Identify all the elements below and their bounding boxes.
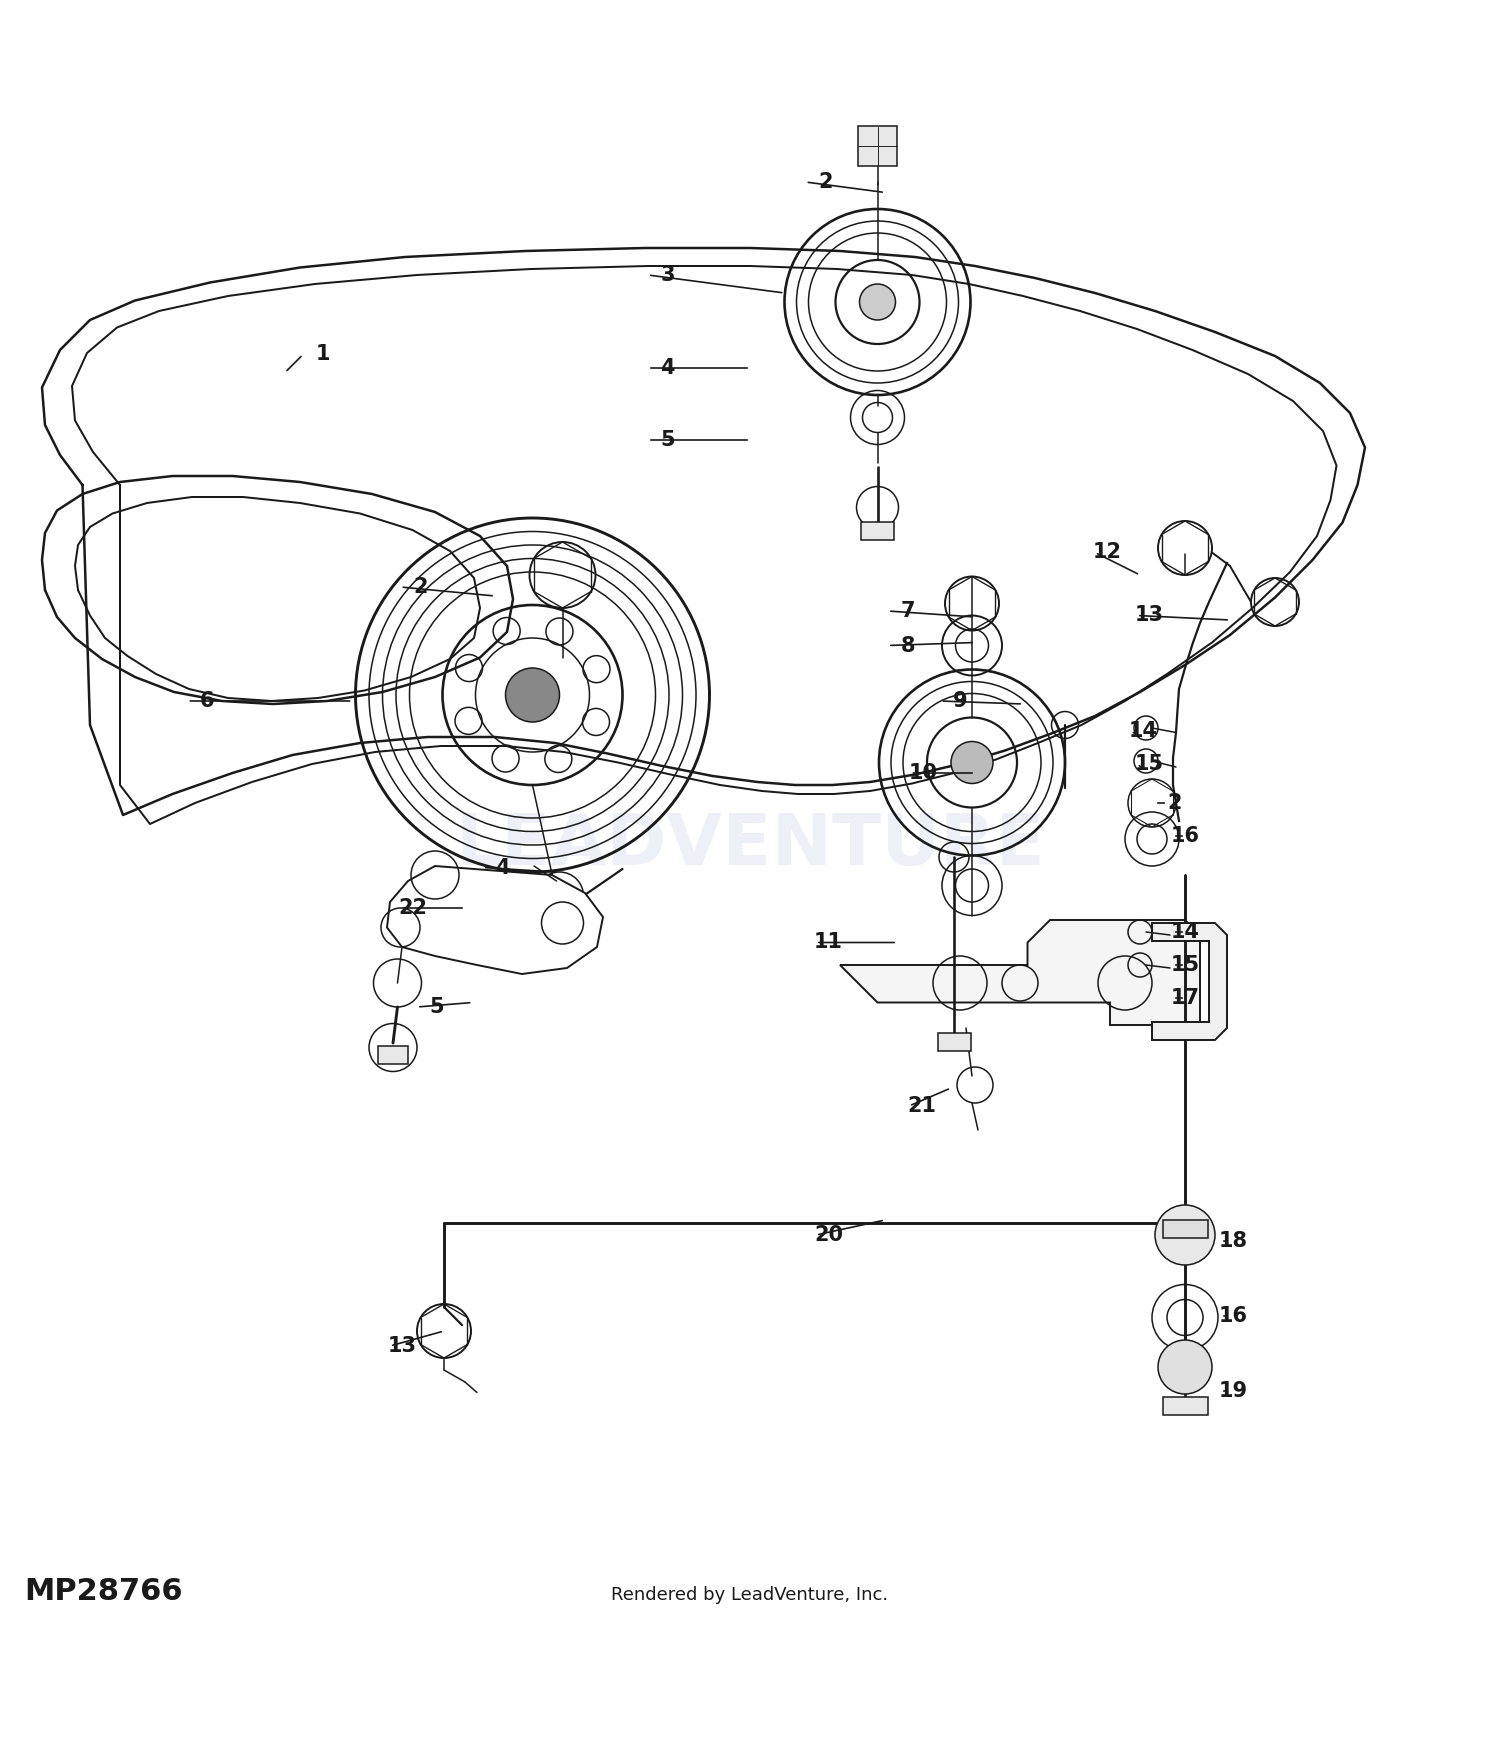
Polygon shape: [1152, 922, 1227, 1040]
Text: 22: 22: [399, 898, 427, 919]
Bar: [378, 1046, 408, 1064]
Text: 15: 15: [1136, 754, 1164, 774]
Bar: [861, 523, 894, 541]
Circle shape: [951, 742, 993, 784]
Text: 15: 15: [1172, 956, 1200, 975]
Text: 4: 4: [660, 359, 675, 378]
Text: 13: 13: [388, 1335, 417, 1356]
Text: 8: 8: [900, 635, 915, 656]
Text: 4: 4: [495, 858, 510, 877]
Text: 1: 1: [315, 345, 330, 364]
Bar: [938, 1032, 970, 1050]
Circle shape: [1158, 1340, 1212, 1395]
Text: 6: 6: [200, 691, 214, 710]
Text: 16: 16: [1220, 1306, 1248, 1326]
Bar: [1162, 1220, 1208, 1237]
Circle shape: [1155, 1206, 1215, 1265]
Text: 2: 2: [1167, 793, 1182, 814]
Bar: [1162, 1396, 1208, 1416]
Text: 5: 5: [660, 430, 675, 450]
Text: 3: 3: [660, 264, 675, 285]
Text: MP28766: MP28766: [24, 1577, 183, 1606]
Text: 20: 20: [815, 1225, 843, 1244]
Text: 10: 10: [909, 763, 938, 782]
Circle shape: [859, 284, 895, 320]
Text: 19: 19: [1220, 1381, 1248, 1402]
Text: 9: 9: [952, 691, 968, 710]
Text: 5: 5: [429, 997, 444, 1017]
Text: 21: 21: [908, 1096, 936, 1116]
Text: LEADVENTURE: LEADVENTURE: [454, 810, 1046, 880]
Text: 2: 2: [413, 578, 428, 597]
Text: 12: 12: [1094, 542, 1122, 562]
Text: 7: 7: [900, 600, 915, 621]
Bar: [858, 126, 897, 166]
Text: 14: 14: [1172, 922, 1200, 942]
Text: 2: 2: [818, 172, 833, 192]
Text: 11: 11: [815, 933, 843, 952]
Text: 17: 17: [1172, 989, 1200, 1008]
Polygon shape: [387, 866, 603, 975]
Text: Rendered by LeadVenture, Inc.: Rendered by LeadVenture, Inc.: [612, 1586, 888, 1605]
Text: 14: 14: [1130, 721, 1158, 740]
Text: 16: 16: [1172, 826, 1200, 845]
Text: 18: 18: [1220, 1230, 1248, 1251]
Circle shape: [506, 668, 560, 723]
Text: 13: 13: [1136, 606, 1164, 625]
Polygon shape: [840, 920, 1200, 1026]
